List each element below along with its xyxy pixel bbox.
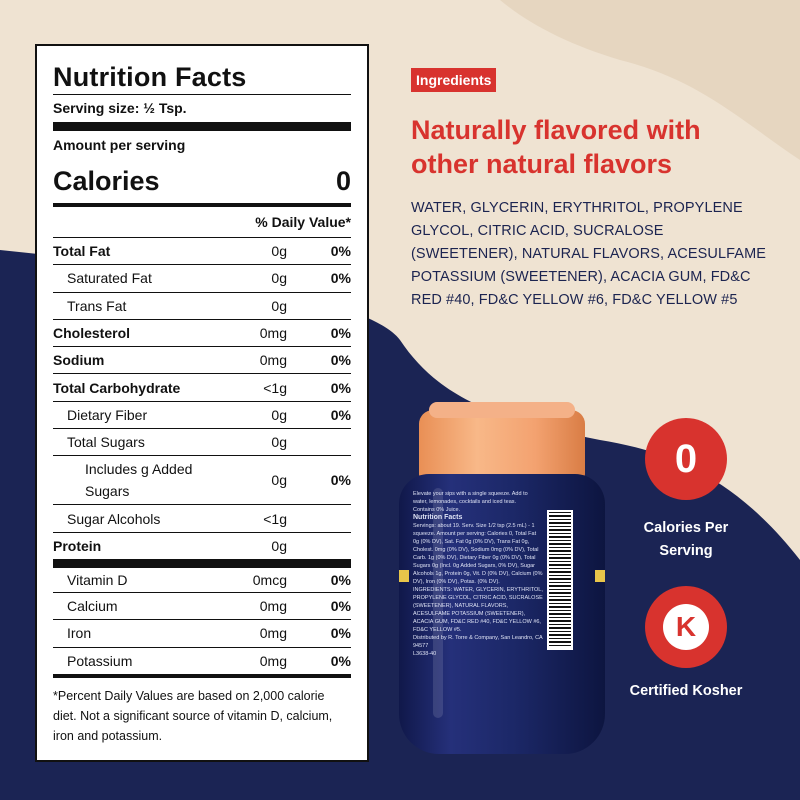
barcode (547, 510, 573, 650)
nutrient-row: Saturated Fat 0g 0% (53, 264, 351, 291)
nutrient-row: Trans Fat 0g (53, 291, 351, 319)
nutrient-row: Total Fat 0g 0% (53, 237, 351, 264)
nutrient-row: Total Carbohydrate <1g 0% (53, 373, 351, 400)
nutrient-row: Calcium 0mg 0% (53, 591, 351, 619)
nutrition-facts-label: Nutrition Facts Serving size: ½ Tsp. Amo… (35, 44, 369, 762)
ingredients-headline: Naturally flavored with other natural fl… (411, 115, 701, 179)
kosher-k-icon: K (663, 604, 709, 650)
zero-calories-icon: 0 (674, 436, 698, 481)
bottle-distributor: Distributed by R. Torre & Company, San L… (413, 635, 543, 649)
bottle-nf-title: Nutrition Facts (413, 514, 463, 521)
nutrient-row: Iron 0mg 0% (53, 619, 351, 646)
nutrient-row: Potassium 0mg 0% (53, 646, 351, 674)
calories-value: 0 (335, 165, 351, 196)
bottle-tagline: Elevate your sips with a single squeeze.… (413, 491, 528, 505)
nutrient-row: Protein 0g (53, 531, 351, 559)
product-bottle: Elevate your sips with a single squeeze.… (395, 400, 610, 765)
bottle-accent-left (399, 570, 409, 582)
nutrient-row: Sugar Alcohols <1g (53, 504, 351, 531)
bottle-juice: Contains 0% Juice. (413, 507, 461, 513)
calories-row: Calories 0 (53, 159, 351, 203)
bottle-accent-right (595, 570, 605, 582)
nutrient-row: Cholesterol 0mg 0% (53, 318, 351, 346)
kosher-badge: K (645, 586, 727, 668)
daily-value-header: % Daily Value* (255, 214, 351, 230)
bottle-ingredients: INGREDIENTS: WATER, GLYCERIN, ERYTHRITOL… (413, 587, 543, 633)
ingredients-list: WATER, GLYCERIN, ERYTHRITOL, PROPYLENE G… (411, 200, 767, 308)
nutrition-facts-title: Nutrition Facts (53, 62, 247, 92)
ingredients-tag: Ingredients (411, 68, 497, 92)
bottle-shine (433, 488, 443, 718)
amount-per-serving: Amount per serving (53, 137, 186, 153)
bottle-cap-rim (429, 402, 575, 418)
serving-size: Serving size: ½ Tsp. (53, 100, 187, 116)
kosher-caption: Certified Kosher (629, 683, 743, 699)
daily-value-footnote: *Percent Daily Values are based on 2,000… (53, 673, 351, 746)
bottle-cap (419, 410, 585, 480)
nutrient-row: Vitamin D 0mcg 0% (53, 558, 351, 592)
nutrient-row: Sodium 0mg 0% (53, 346, 351, 373)
nutrient-row: Includes g Added Sugars 0g 0% (53, 455, 351, 504)
calories-label: Calories (53, 165, 160, 196)
bottle-label-text: Elevate your sips with a single squeeze.… (413, 490, 543, 690)
zero-calories-badge: 0 (645, 418, 727, 500)
nutrient-row: Total Sugars 0g (53, 428, 351, 455)
bottle-lot: L3638-40 (413, 651, 437, 657)
bottle-nf-text: Servings: about 19. Serv. Size 1/2 tsp (… (413, 523, 543, 585)
nutrient-row: Dietary Fiber 0g 0% (53, 400, 351, 428)
calories-caption: Calories Per Serving (643, 520, 729, 559)
